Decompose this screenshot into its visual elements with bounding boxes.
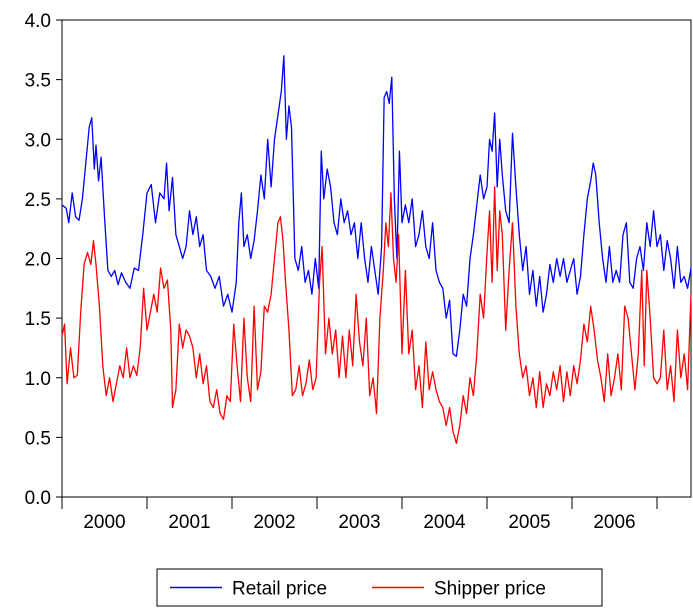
x-tick-label: 2002 (253, 512, 295, 533)
y-tick-label: 2.5 (25, 190, 51, 211)
x-tick-label: 2005 (508, 512, 550, 533)
legend-entry-shipper-price-label: Shipper price (434, 579, 546, 600)
y-tick-label: 4.0 (25, 11, 51, 32)
x-tick-label: 2001 (168, 512, 210, 533)
y-tick-label: 1.0 (25, 369, 51, 390)
x-tick-label: 2003 (338, 512, 380, 533)
chart-axes: 0.0 0.5 1.0 1.5 2.0 2.5 3.0 3.5 4.0 2000 2001 2002 2… (25, 11, 692, 533)
plot-frame (61, 19, 692, 498)
x-tick-label: 2004 (423, 512, 466, 533)
y-tick-label: 2.0 (25, 250, 51, 271)
x-tick-label: 2000 (83, 512, 125, 533)
x-tick-label: 2006 (593, 512, 635, 533)
series-line-shipper-price (61, 186, 692, 444)
legend-entry-retail-price-label: Retail price (232, 579, 327, 600)
chart-series (61, 55, 692, 444)
y-tick-label: 0.5 (25, 428, 51, 449)
y-tick-label: 3.5 (25, 71, 51, 92)
y-tick-label: 3.0 (25, 130, 51, 151)
chart-legend: Retail price Shipper price (156, 568, 603, 607)
y-tick-label: 0.0 (25, 488, 51, 509)
series-line-retail-price (61, 55, 692, 357)
y-tick-label: 1.5 (25, 309, 51, 330)
